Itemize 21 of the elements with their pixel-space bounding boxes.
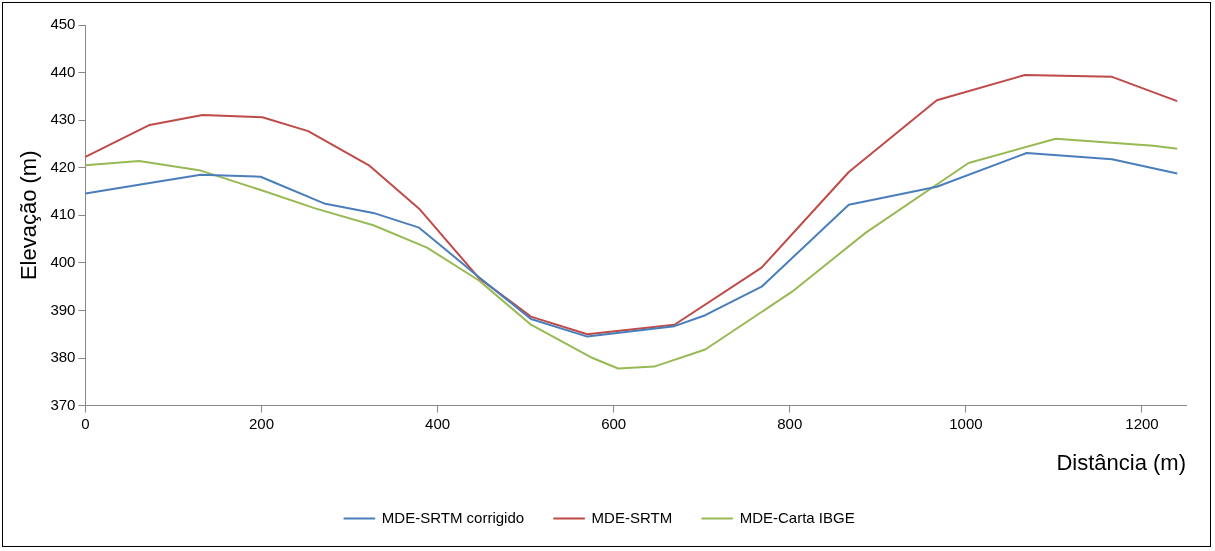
- x-tick-label: 1200: [1125, 414, 1159, 432]
- x-tick-label: 800: [777, 414, 803, 432]
- y-tick-label: 420: [50, 157, 76, 175]
- x-tick-label: 200: [249, 414, 275, 432]
- y-tick-label: 380: [50, 348, 76, 366]
- y-tick-label: 410: [50, 205, 76, 223]
- y-tick-label: 370: [50, 395, 76, 413]
- y-tick-label: 400: [50, 253, 76, 271]
- x-tick-label: 600: [601, 414, 627, 432]
- legend-label: MDE-SRTM: [591, 508, 673, 526]
- x-tick-label: 0: [81, 414, 90, 432]
- x-axis-title: Distância (m): [1056, 449, 1186, 475]
- y-tick-label: 440: [50, 62, 76, 80]
- x-tick-label: 400: [425, 414, 451, 432]
- y-tick-label: 390: [50, 300, 76, 318]
- y-axis-title: Elevação (m): [16, 150, 42, 281]
- legend-label: MDE-Carta IBGE: [739, 508, 855, 526]
- x-tick-label: 1000: [949, 414, 983, 432]
- legend-label: MDE-SRTM corrigido: [381, 508, 525, 526]
- y-tick-label: 430: [50, 110, 76, 128]
- y-tick-label: 450: [50, 15, 76, 33]
